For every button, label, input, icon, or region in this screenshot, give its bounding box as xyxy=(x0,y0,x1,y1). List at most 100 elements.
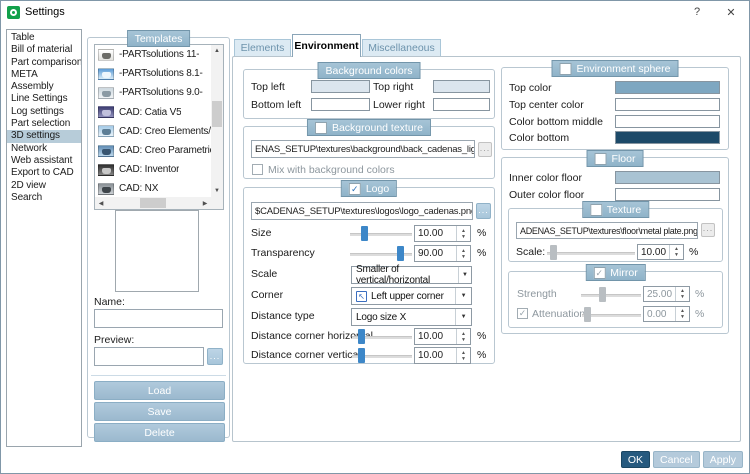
sidebar-item-search[interactable]: Search xyxy=(11,191,43,203)
bottom-left-color-swatch[interactable] xyxy=(311,98,370,111)
template-label: CAD: Creo Parametric xyxy=(119,145,211,157)
spinner-arrows-icon[interactable]: ▲ ▼ xyxy=(456,226,470,241)
template-item-catia-v5[interactable]: CAD: Catia V5 xyxy=(95,103,211,122)
logo-path-field[interactable]: $CADENAS_SETUP\textures\logos\logo_caden… xyxy=(251,202,473,220)
transparency-slider-handle[interactable] xyxy=(397,246,405,261)
template-item-nx[interactable]: CAD: NX xyxy=(95,179,211,197)
floor-texture-browse-button: ... xyxy=(701,223,715,237)
templates-list: -PARTsolutions 11- -PARTsolutions 8.1- -… xyxy=(94,44,224,210)
template-item-partsolutions-11[interactable]: -PARTsolutions 11- xyxy=(95,45,211,64)
sidebar-item-log-settings[interactable]: Log settings xyxy=(11,105,64,117)
transparency-spinbox[interactable]: 90.00 ▲ ▼ xyxy=(414,245,471,262)
floor-checkbox[interactable] xyxy=(594,152,607,165)
preview-browse-button[interactable]: ... xyxy=(207,348,223,365)
delete-button[interactable]: Delete xyxy=(94,423,225,442)
preview-input[interactable] xyxy=(94,347,204,366)
save-button[interactable]: Save xyxy=(94,402,225,421)
strength-slider-handle xyxy=(599,287,606,302)
template-item-partsolutions-90[interactable]: -PARTsolutions 9.0- xyxy=(95,83,211,102)
help-button[interactable]: ? xyxy=(693,6,701,18)
distance-vertical-slider[interactable] xyxy=(352,348,412,363)
logo-title: Logo xyxy=(365,182,390,195)
template-item-creo-parametric[interactable]: CAD: Creo Parametric xyxy=(95,141,211,160)
sidebar-item-bill-of-material[interactable]: Bill of material xyxy=(11,44,73,56)
sidebar-item-export-to-cad[interactable]: Export to CAD xyxy=(11,167,74,179)
scroll-left-icon[interactable]: ◀ xyxy=(98,200,104,207)
size-spinbox[interactable]: 10.00 ▲ ▼ xyxy=(414,225,471,242)
chevron-down-icon[interactable]: ▼ xyxy=(457,267,471,283)
name-input[interactable] xyxy=(94,309,223,328)
environment-sphere-header: Environment sphere xyxy=(551,60,679,77)
sidebar-item-line-settings[interactable]: Line Settings xyxy=(11,93,68,105)
top-color-swatch[interactable] xyxy=(615,81,720,94)
chevron-down-icon[interactable]: ▼ xyxy=(455,288,471,304)
distance-vertical-slider-handle[interactable] xyxy=(358,348,365,363)
floor-texture-header: Texture xyxy=(581,201,650,218)
top-right-color-swatch[interactable] xyxy=(433,80,490,93)
templates-group-header: Templates xyxy=(126,30,191,47)
vertical-scroll-thumb[interactable] xyxy=(212,101,222,127)
lower-right-color-swatch[interactable] xyxy=(433,98,490,111)
sidebar-item-network[interactable]: Network xyxy=(11,142,47,154)
distance-vertical-spinbox[interactable]: 10.00 ▲ ▼ xyxy=(414,347,471,364)
top-right-label: Top right xyxy=(373,81,414,93)
corner-dropdown[interactable]: ↖ Left upper corner ▼ xyxy=(351,287,472,305)
sidebar-item-meta[interactable]: META xyxy=(11,68,38,80)
template-thumbnail xyxy=(98,48,114,61)
tab-miscellaneous[interactable]: Miscellaneous xyxy=(362,39,441,57)
template-item-inventor[interactable]: CAD: Inventor xyxy=(95,160,211,179)
close-button[interactable]: ✕ xyxy=(726,6,736,19)
distance-horizontal-slider-handle[interactable] xyxy=(358,329,365,344)
logo-browse-button[interactable]: ... xyxy=(476,203,491,219)
size-slider[interactable] xyxy=(350,226,412,241)
vertical-scrollbar[interactable]: ▲ ▼ xyxy=(211,45,223,197)
top-center-color-swatch[interactable] xyxy=(615,98,720,111)
template-item-creo-elements[interactable]: CAD: Creo Elements/Direc xyxy=(95,122,211,141)
load-button[interactable]: Load xyxy=(94,381,225,400)
sidebar-item-part-selection[interactable]: Part selection xyxy=(11,118,71,130)
floor-texture-path-field[interactable]: ADENAS_SETUP\textures\floor\metal plate.… xyxy=(516,222,698,239)
spinner-arrows-icon: ▲ ▼ xyxy=(669,245,683,259)
horizontal-scroll-thumb[interactable] xyxy=(140,198,166,208)
horizontal-scrollbar[interactable]: ◀ ▶ xyxy=(95,197,211,209)
sidebar-item-3d-settings[interactable]: 3D settings xyxy=(7,130,81,143)
spinner-arrows-icon[interactable]: ▲ ▼ xyxy=(456,348,470,363)
spinner-arrows-icon[interactable]: ▲ ▼ xyxy=(456,329,470,344)
top-center-color-label: Top center color xyxy=(509,99,584,111)
chevron-down-icon[interactable]: ▼ xyxy=(455,309,471,325)
spinner-arrows-icon[interactable]: ▲ ▼ xyxy=(456,246,470,261)
distance-horizontal-spinbox[interactable]: 10.00 ▲ ▼ xyxy=(414,328,471,345)
ok-button[interactable]: OK xyxy=(620,451,651,468)
distance-horizontal-slider[interactable] xyxy=(352,329,412,344)
sidebar-item-assembly[interactable]: Assembly xyxy=(11,81,54,93)
scroll-down-icon[interactable]: ▼ xyxy=(214,188,220,194)
color-bottom-middle-swatch[interactable] xyxy=(615,115,720,128)
logo-checkbox[interactable] xyxy=(348,182,361,195)
scroll-up-icon[interactable]: ▲ xyxy=(214,48,220,54)
top-left-color-swatch[interactable] xyxy=(311,80,370,93)
environment-sphere-checkbox[interactable] xyxy=(559,62,572,75)
background-texture-path-field[interactable]: ENAS_SETUP\textures\background\back_cade… xyxy=(251,140,475,158)
cancel-button[interactable]: Cancel xyxy=(653,451,700,468)
sidebar-item-table[interactable]: Table xyxy=(11,32,35,43)
outer-color-floor-swatch[interactable] xyxy=(615,188,720,201)
apply-button[interactable]: Apply xyxy=(702,451,743,468)
attenuation-slider-handle xyxy=(583,307,591,322)
scale-dropdown[interactable]: Smaller of vertical/horizontal ▼ xyxy=(351,264,472,286)
inner-color-floor-swatch[interactable] xyxy=(615,171,720,184)
scroll-right-icon[interactable]: ▶ xyxy=(202,200,208,207)
template-item-partsolutions-81[interactable]: -PARTsolutions 8.1- xyxy=(95,64,211,83)
size-label: Size xyxy=(251,227,272,239)
color-bottom-swatch[interactable] xyxy=(615,131,720,144)
sidebar-item-web-assistant[interactable]: Web assistant xyxy=(11,154,73,166)
template-label: -PARTsolutions 8.1- xyxy=(119,68,203,80)
sidebar-item-2d-view[interactable]: 2D view xyxy=(11,179,46,191)
background-texture-checkbox[interactable] xyxy=(314,121,327,134)
floor-texture-checkbox[interactable] xyxy=(589,203,602,216)
tab-environment[interactable]: Environment xyxy=(292,34,361,57)
distance-type-dropdown[interactable]: Logo size X ▼ xyxy=(351,308,472,326)
transparency-slider[interactable] xyxy=(350,246,412,261)
sidebar-item-part-comparison[interactable]: Part comparison xyxy=(11,56,81,68)
tab-elements[interactable]: Elements xyxy=(234,39,291,57)
size-slider-handle[interactable] xyxy=(361,226,369,241)
